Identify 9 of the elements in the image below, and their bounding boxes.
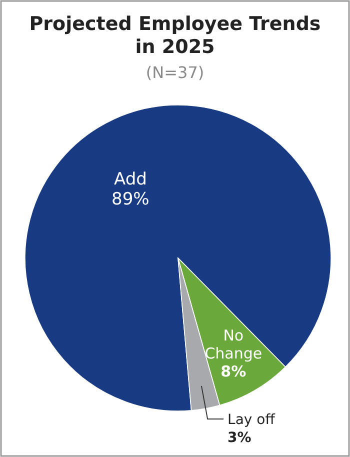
data-label: 8% xyxy=(220,362,246,380)
slice-label: No Change xyxy=(204,326,262,362)
slice-label: Add xyxy=(114,169,147,190)
chart-title: Projected Employee Trends in 2025 xyxy=(29,13,321,58)
chart-subtitle: (N=37) xyxy=(146,63,204,82)
data-label: 89% xyxy=(112,190,150,210)
pie-slice xyxy=(24,104,332,412)
data-label: 3% xyxy=(228,430,252,446)
slice-label: Lay off xyxy=(228,412,276,428)
